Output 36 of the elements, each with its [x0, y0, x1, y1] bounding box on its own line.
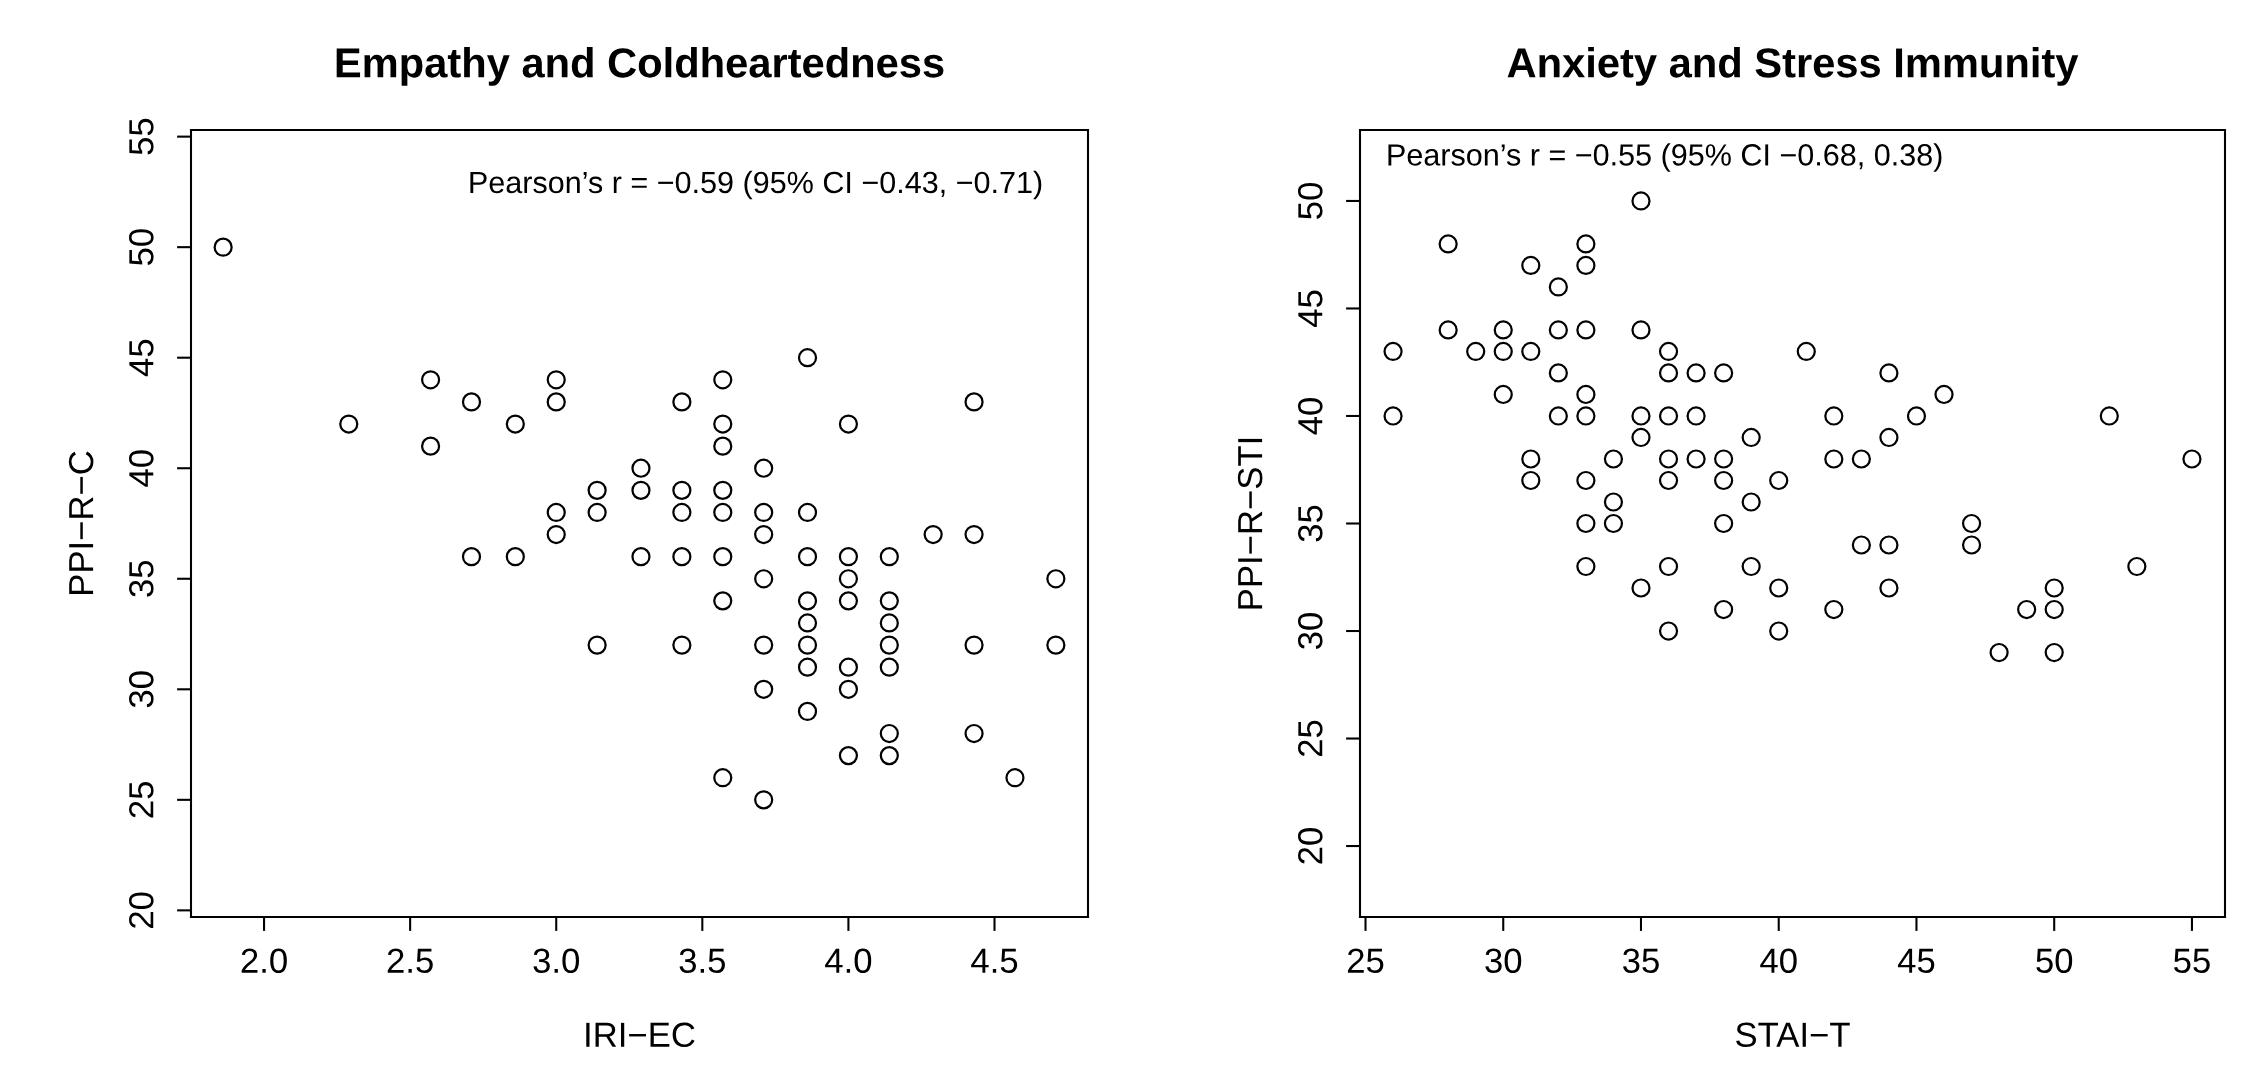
y-tick-label: 50: [128, 229, 154, 266]
y-tick-label: 25: [1297, 720, 1323, 757]
x-tick-label: 4.0: [825, 948, 872, 974]
x-tick-label: 25: [1347, 948, 1384, 974]
y-tick-label: 20: [128, 892, 154, 928]
y-tick-label: 50: [1297, 183, 1323, 219]
x-tick-label: 40: [1760, 948, 1797, 974]
x-tick-label: 30: [1485, 948, 1522, 974]
y-tick-label: 30: [128, 671, 154, 708]
x-axis-title: STAI−T: [1736, 1022, 1850, 1048]
annotation: Pearson’s r = −0.55 (95% CI −0.68, 0.38): [1388, 143, 1942, 172]
y-tick-label: 30: [1297, 613, 1323, 649]
chart-title: Empathy and Coldheartedness: [336, 47, 944, 86]
chart-title: Anxiety and Stress Immunity: [1507, 47, 2079, 86]
y-tick-label: 35: [128, 560, 154, 597]
y-tick-label: 45: [129, 339, 154, 377]
x-tick-label: 55: [2174, 948, 2210, 974]
y-tick-label: 20: [1297, 828, 1323, 864]
y-tick-label: 45: [1298, 290, 1323, 327]
x-axis-title: IRI−EC: [586, 1022, 695, 1048]
y-tick-label: 40: [1297, 398, 1323, 435]
x-tick-label: 2.5: [387, 948, 433, 974]
x-tick-label: 35: [1623, 948, 1659, 974]
y-axis-title: PPI−R−C: [68, 451, 94, 594]
x-tick-label: 4.5: [971, 948, 1018, 974]
x-tick-label: 2.0: [241, 948, 287, 974]
y-tick-label: 35: [1297, 505, 1323, 542]
y-axis-title: PPI−R−STI: [1237, 438, 1263, 609]
x-tick-label: 45: [1897, 948, 1935, 974]
y-tick-label: 55: [129, 118, 154, 155]
x-tick-label: 50: [2036, 948, 2073, 974]
y-tick-label: 25: [128, 781, 154, 818]
x-tick-label: 3.5: [679, 948, 725, 974]
x-tick-label: 3.0: [533, 948, 580, 974]
y-tick-label: 40: [128, 450, 154, 487]
annotation: Pearson’s r = −0.59 (95% CI −0.43, −0.71): [470, 170, 1042, 200]
